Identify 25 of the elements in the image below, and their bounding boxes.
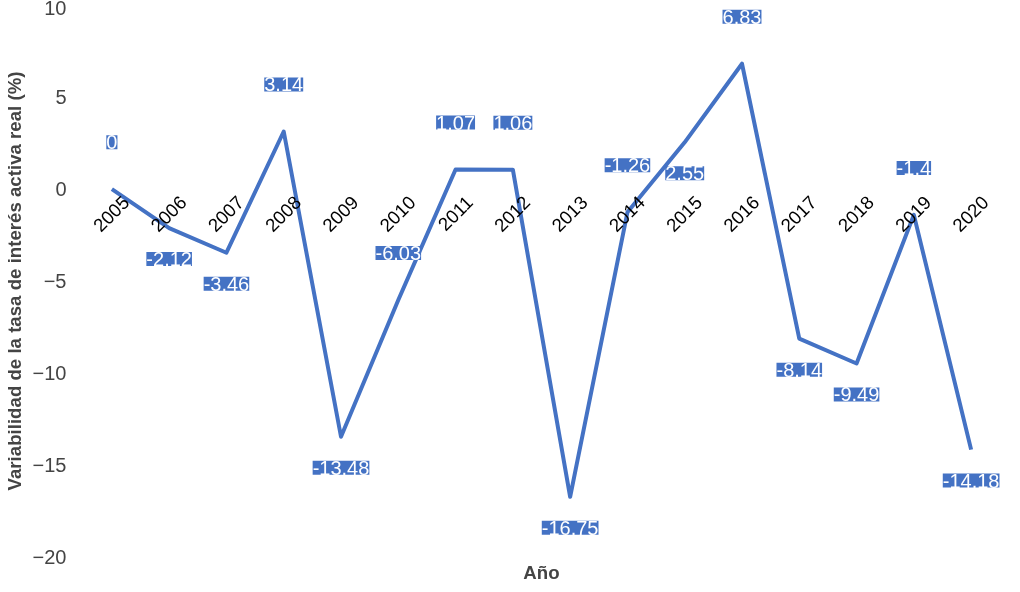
y-tick-label: −15	[32, 453, 67, 476]
y-tick-label: −5	[43, 270, 67, 292]
y-axis-title: Variabilidad de la tasa de interés activa real (%)	[3, 71, 25, 491]
y-tick-label: 5	[55, 86, 67, 109]
y-tick-label: −20	[32, 545, 67, 568]
data-label: -13.48	[312, 456, 370, 479]
data-label: -8.14	[776, 358, 823, 381]
data-label: -1.4	[896, 156, 932, 179]
data-label: 6.83	[722, 5, 762, 28]
y-tick-label: 10	[44, 0, 67, 19]
data-label: 1.07	[436, 111, 476, 134]
data-label: 2.55	[665, 162, 705, 185]
data-label: -2.12	[146, 248, 192, 271]
data-label: -16.75	[541, 516, 599, 539]
x-axis-title: Año	[523, 561, 560, 583]
data-label: -6.03	[375, 241, 422, 264]
data-label: 1.06	[493, 111, 533, 134]
data-label: -3.46	[203, 272, 250, 295]
data-label: 3.14	[264, 73, 304, 96]
y-tick-label: −10	[32, 361, 67, 384]
data-label: -1.26	[604, 154, 651, 177]
y-tick-label: 0	[55, 178, 67, 201]
data-label: 0	[106, 131, 118, 154]
data-label: -9.49	[833, 383, 880, 406]
data-label: -14.18	[942, 469, 1000, 492]
